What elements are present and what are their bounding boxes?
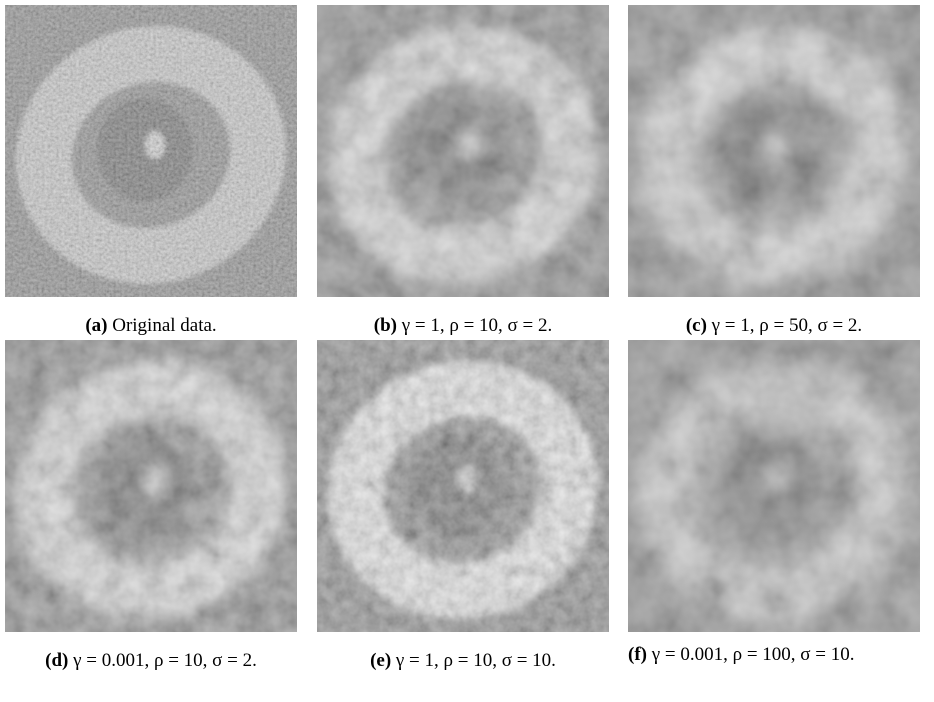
subfigure-image bbox=[628, 5, 920, 297]
caption-label: (a) bbox=[85, 315, 107, 336]
subfigure-caption: (c) γ = 1, ρ = 50, σ = 2. bbox=[628, 311, 920, 341]
caption-label: (e) bbox=[370, 650, 391, 671]
caption-label: (c) bbox=[686, 315, 707, 336]
caption-text: γ = 0.001, ρ = 100, σ = 10. bbox=[652, 644, 855, 665]
caption-text: Original data. bbox=[112, 315, 216, 336]
subfigure-image bbox=[317, 340, 609, 632]
caption-text: γ = 1, ρ = 10, σ = 2. bbox=[402, 315, 553, 336]
subfigure: (b) γ = 1, ρ = 10, σ = 2. bbox=[317, 5, 609, 341]
caption-text: γ = 1, ρ = 50, σ = 2. bbox=[712, 315, 863, 336]
subfigure-image bbox=[628, 340, 920, 632]
caption-label: (b) bbox=[374, 315, 397, 336]
subfigure: (d) γ = 0.001, ρ = 10, σ = 2. bbox=[5, 340, 297, 676]
subfigure: (e) γ = 1, ρ = 10, σ = 10. bbox=[317, 340, 609, 676]
caption-text: γ = 0.001, ρ = 10, σ = 2. bbox=[73, 650, 257, 671]
subfigure-caption: (a) Original data. bbox=[5, 311, 297, 341]
subfigure-caption: (e) γ = 1, ρ = 10, σ = 10. bbox=[317, 646, 609, 676]
subfigure: (c) γ = 1, ρ = 50, σ = 2. bbox=[628, 5, 920, 341]
caption-label: (f) bbox=[628, 644, 647, 665]
subfigure-image bbox=[5, 5, 297, 297]
subfigure-caption: (f) γ = 0.001, ρ = 100, σ = 10. bbox=[628, 640, 920, 670]
caption-label: (d) bbox=[45, 650, 68, 671]
subfigure-caption: (b) γ = 1, ρ = 10, σ = 2. bbox=[317, 311, 609, 341]
subfigure-image bbox=[5, 340, 297, 632]
caption-text: γ = 1, ρ = 10, σ = 10. bbox=[396, 650, 556, 671]
subfigure: (f) γ = 0.001, ρ = 100, σ = 10. bbox=[628, 340, 920, 670]
figure: (a) Original data. (b) γ = 1, ρ = 10, σ … bbox=[0, 0, 934, 702]
subfigure-caption: (d) γ = 0.001, ρ = 10, σ = 2. bbox=[5, 646, 297, 676]
subfigure-image bbox=[317, 5, 609, 297]
subfigure: (a) Original data. bbox=[5, 5, 297, 341]
